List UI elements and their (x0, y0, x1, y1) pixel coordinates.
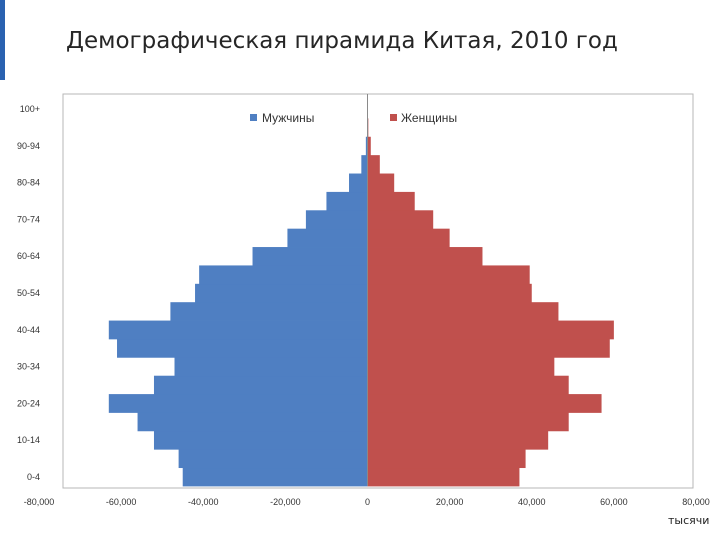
bar-male-50-54 (195, 283, 368, 303)
bar-male-45-49 (170, 302, 368, 321)
y-tick-label: 10-14 (17, 435, 40, 445)
bar-female-55-59 (367, 265, 530, 285)
bar-female-40-44 (367, 320, 614, 340)
bar-female-75-79 (367, 191, 415, 211)
bar-male-70-74 (305, 210, 368, 230)
bar-female-70-74 (367, 210, 434, 230)
legend-female-label: Женщины (401, 111, 457, 125)
bars-group (108, 94, 614, 487)
bar-female-0-4 (367, 467, 520, 487)
bar-female-35-39 (367, 338, 610, 358)
x-tick-label: -80,000 (24, 497, 55, 507)
bar-female-25-29 (367, 375, 569, 395)
x-tick-labels: -80,000 -60,000 -40,000 -20,000 0 20,000 40,00… (24, 497, 710, 507)
bar-male-55-59 (199, 265, 368, 285)
bar-male-90-94 (365, 136, 368, 156)
y-tick-label: 100+ (20, 104, 40, 114)
bar-female-60-64 (367, 247, 483, 266)
y-tick-label: 80-84 (17, 178, 40, 188)
bar-male-80-84 (349, 173, 368, 193)
x-tick-label: 40,000 (518, 497, 546, 507)
bar-male-65-69 (287, 228, 368, 248)
bar-male-85-89 (361, 155, 368, 174)
y-tick-label: 30-34 (17, 362, 40, 372)
bar-male-35-39 (117, 338, 368, 358)
bar-female-50-54 (367, 283, 532, 303)
x-tick-label: 80,000 (682, 497, 710, 507)
legend-female-swatch (390, 114, 397, 121)
bar-male-15-19 (137, 412, 368, 432)
x-tick-label: 0 (365, 497, 370, 507)
bar-female-10-14 (367, 430, 549, 450)
bar-male-40-44 (108, 320, 368, 340)
bar-male-60-64 (252, 247, 368, 266)
y-tick-label: 0-4 (27, 472, 40, 482)
bar-female-85-89 (367, 155, 380, 174)
bar-male-75-79 (326, 191, 368, 211)
accent-bar (0, 0, 5, 80)
x-tick-label: 20,000 (436, 497, 464, 507)
bar-male-25-29 (153, 375, 368, 395)
y-tick-label: 50-54 (17, 288, 40, 298)
x-tick-label: 60,000 (600, 497, 628, 507)
x-axis-unit-label: тысячи (668, 514, 710, 527)
y-tick-label: 60-64 (17, 251, 40, 261)
bar-male-20-24 (108, 394, 368, 413)
y-tick-label: 70-74 (17, 214, 40, 224)
bar-female-20-24 (367, 394, 602, 413)
bar-male-30-34 (174, 357, 368, 377)
bar-female-30-34 (367, 357, 555, 377)
bar-male-10-14 (153, 430, 368, 450)
x-tick-label: -20,000 (270, 497, 301, 507)
slide-title: Демографическая пирамида Китая, 2010 год (66, 28, 618, 54)
bar-female-65-69 (367, 228, 450, 248)
bar-female-80-84 (367, 173, 395, 193)
legend: Мужчины Женщины (250, 111, 457, 125)
x-tick-label: -60,000 (106, 497, 137, 507)
bar-female-90-94 (367, 136, 371, 156)
bar-female-5-9 (367, 449, 526, 469)
y-tick-label: 40-44 (17, 325, 40, 335)
legend-male-label: Мужчины (262, 111, 314, 125)
bar-male-5-9 (178, 449, 368, 469)
bar-female-45-49 (367, 302, 559, 321)
bar-female-15-19 (367, 412, 569, 432)
x-tick-label: -40,000 (188, 497, 219, 507)
y-tick-label: 90-94 (17, 141, 40, 151)
legend-male-swatch (250, 114, 257, 121)
bar-male-0-4 (182, 467, 368, 487)
y-tick-labels: 0-4 10-14 20-24 30-34 40-44 50-54 60-64 70-74 80… (17, 104, 40, 482)
y-tick-label: 20-24 (17, 398, 40, 408)
